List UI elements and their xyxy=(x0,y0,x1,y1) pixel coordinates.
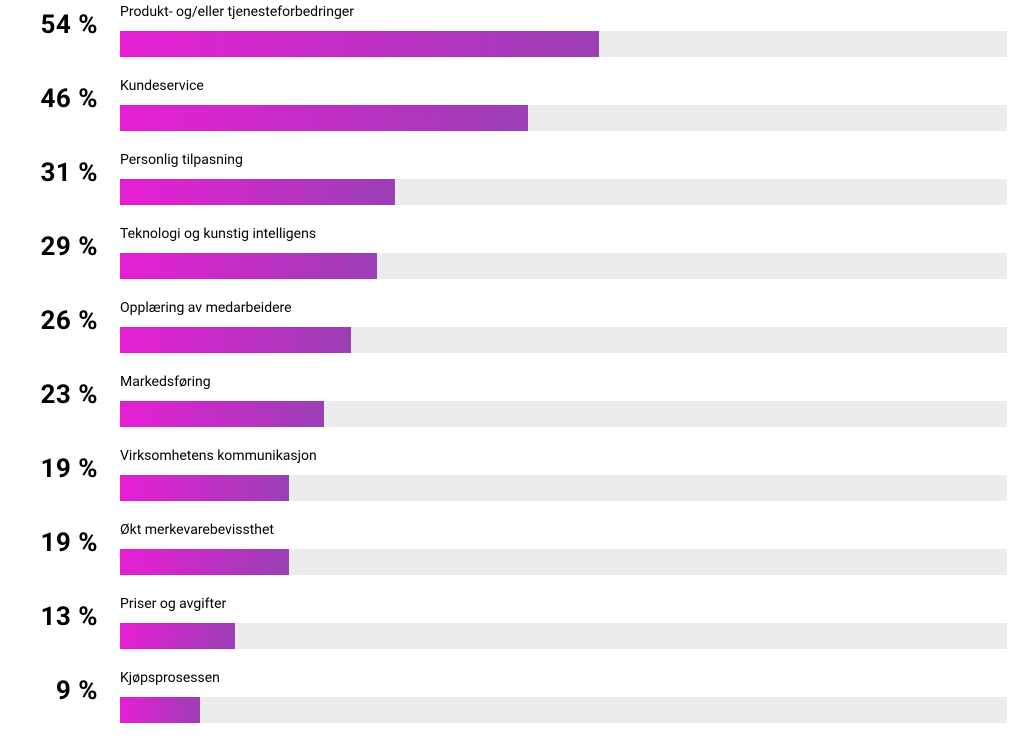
chart-bar-label: Økt merkevarebevissthet xyxy=(120,522,1007,539)
chart-value-cell: 19 % xyxy=(0,448,120,484)
chart-bar-cell: Personlig tilpasning xyxy=(120,152,1024,205)
chart-row: 13 % Priser og avgifter xyxy=(0,596,1024,670)
chart-value: 19 % xyxy=(40,454,98,484)
chart-value-cell: 19 % xyxy=(0,522,120,558)
chart-bar-track xyxy=(120,549,1007,575)
chart-value-cell: 31 % xyxy=(0,152,120,188)
chart-value: 23 % xyxy=(40,380,98,410)
chart-value-cell: 26 % xyxy=(0,300,120,336)
chart-row: 9 % Kjøpsprosessen xyxy=(0,670,1024,744)
chart-bar-fill xyxy=(120,105,528,131)
chart-bar-cell: Økt merkevarebevissthet xyxy=(120,522,1024,575)
chart-bar-cell: Teknologi og kunstig intelligens xyxy=(120,226,1024,279)
chart-row: 46 % Kundeservice xyxy=(0,78,1024,152)
horizontal-bar-chart: 54 % Produkt- og/eller tjenesteforbedring… xyxy=(0,0,1024,744)
chart-bar-track xyxy=(120,253,1007,279)
chart-bar-label: Priser og avgifter xyxy=(120,596,1007,613)
chart-bar-label: Opplæring av medarbeidere xyxy=(120,300,1007,317)
chart-bar-label: Virksomhetens kommunikasjon xyxy=(120,448,1007,465)
chart-bar-label: Personlig tilpasning xyxy=(120,152,1007,169)
chart-bar-fill xyxy=(120,549,289,575)
chart-bar-track xyxy=(120,105,1007,131)
chart-row: 23 % Markedsføring xyxy=(0,374,1024,448)
chart-value: 19 % xyxy=(40,528,98,558)
chart-bar-track xyxy=(120,327,1007,353)
chart-bar-cell: Kjøpsprosessen xyxy=(120,670,1024,723)
chart-bar-cell: Opplæring av medarbeidere xyxy=(120,300,1024,353)
chart-bar-label: Teknologi og kunstig intelligens xyxy=(120,226,1007,243)
chart-row: 26 % Opplæring av medarbeidere xyxy=(0,300,1024,374)
chart-bar-track xyxy=(120,31,1007,57)
chart-value: 29 % xyxy=(40,232,98,262)
chart-bar-label: Kjøpsprosessen xyxy=(120,670,1007,687)
chart-value: 13 % xyxy=(40,602,98,632)
chart-bar-cell: Produkt- og/eller tjenesteforbedringer xyxy=(120,4,1024,57)
chart-bar-fill xyxy=(120,179,395,205)
chart-bar-cell: Priser og avgifter xyxy=(120,596,1024,649)
chart-bar-track xyxy=(120,475,1007,501)
chart-bar-fill xyxy=(120,401,324,427)
chart-bar-cell: Kundeservice xyxy=(120,78,1024,131)
chart-bar-label: Produkt- og/eller tjenesteforbedringer xyxy=(120,4,1007,21)
chart-row: 31 % Personlig tilpasning xyxy=(0,152,1024,226)
chart-bar-cell: Virksomhetens kommunikasjon xyxy=(120,448,1024,501)
chart-value: 9 % xyxy=(56,676,98,706)
chart-bar-label: Markedsføring xyxy=(120,374,1007,391)
chart-bar-label: Kundeservice xyxy=(120,78,1007,95)
chart-value: 46 % xyxy=(40,84,98,114)
chart-row: 54 % Produkt- og/eller tjenesteforbedring… xyxy=(0,4,1024,78)
chart-bar-fill xyxy=(120,697,200,723)
chart-bar-cell: Markedsføring xyxy=(120,374,1024,427)
chart-row: 19 % Virksomhetens kommunikasjon xyxy=(0,448,1024,522)
chart-bar-fill xyxy=(120,623,235,649)
chart-bar-fill xyxy=(120,327,351,353)
chart-row: 29 % Teknologi og kunstig intelligens xyxy=(0,226,1024,300)
chart-value: 26 % xyxy=(40,306,98,336)
chart-value-cell: 13 % xyxy=(0,596,120,632)
chart-value-cell: 29 % xyxy=(0,226,120,262)
chart-value: 54 % xyxy=(40,10,98,40)
chart-value: 31 % xyxy=(40,158,98,188)
chart-bar-track xyxy=(120,697,1007,723)
chart-bar-track xyxy=(120,179,1007,205)
chart-value-cell: 23 % xyxy=(0,374,120,410)
chart-bar-track xyxy=(120,623,1007,649)
chart-bar-fill xyxy=(120,31,599,57)
chart-bar-track xyxy=(120,401,1007,427)
chart-value-cell: 54 % xyxy=(0,4,120,40)
chart-bar-fill xyxy=(120,475,289,501)
chart-value-cell: 46 % xyxy=(0,78,120,114)
chart-value-cell: 9 % xyxy=(0,670,120,706)
chart-bar-fill xyxy=(120,253,377,279)
chart-row: 19 % Økt merkevarebevissthet xyxy=(0,522,1024,596)
